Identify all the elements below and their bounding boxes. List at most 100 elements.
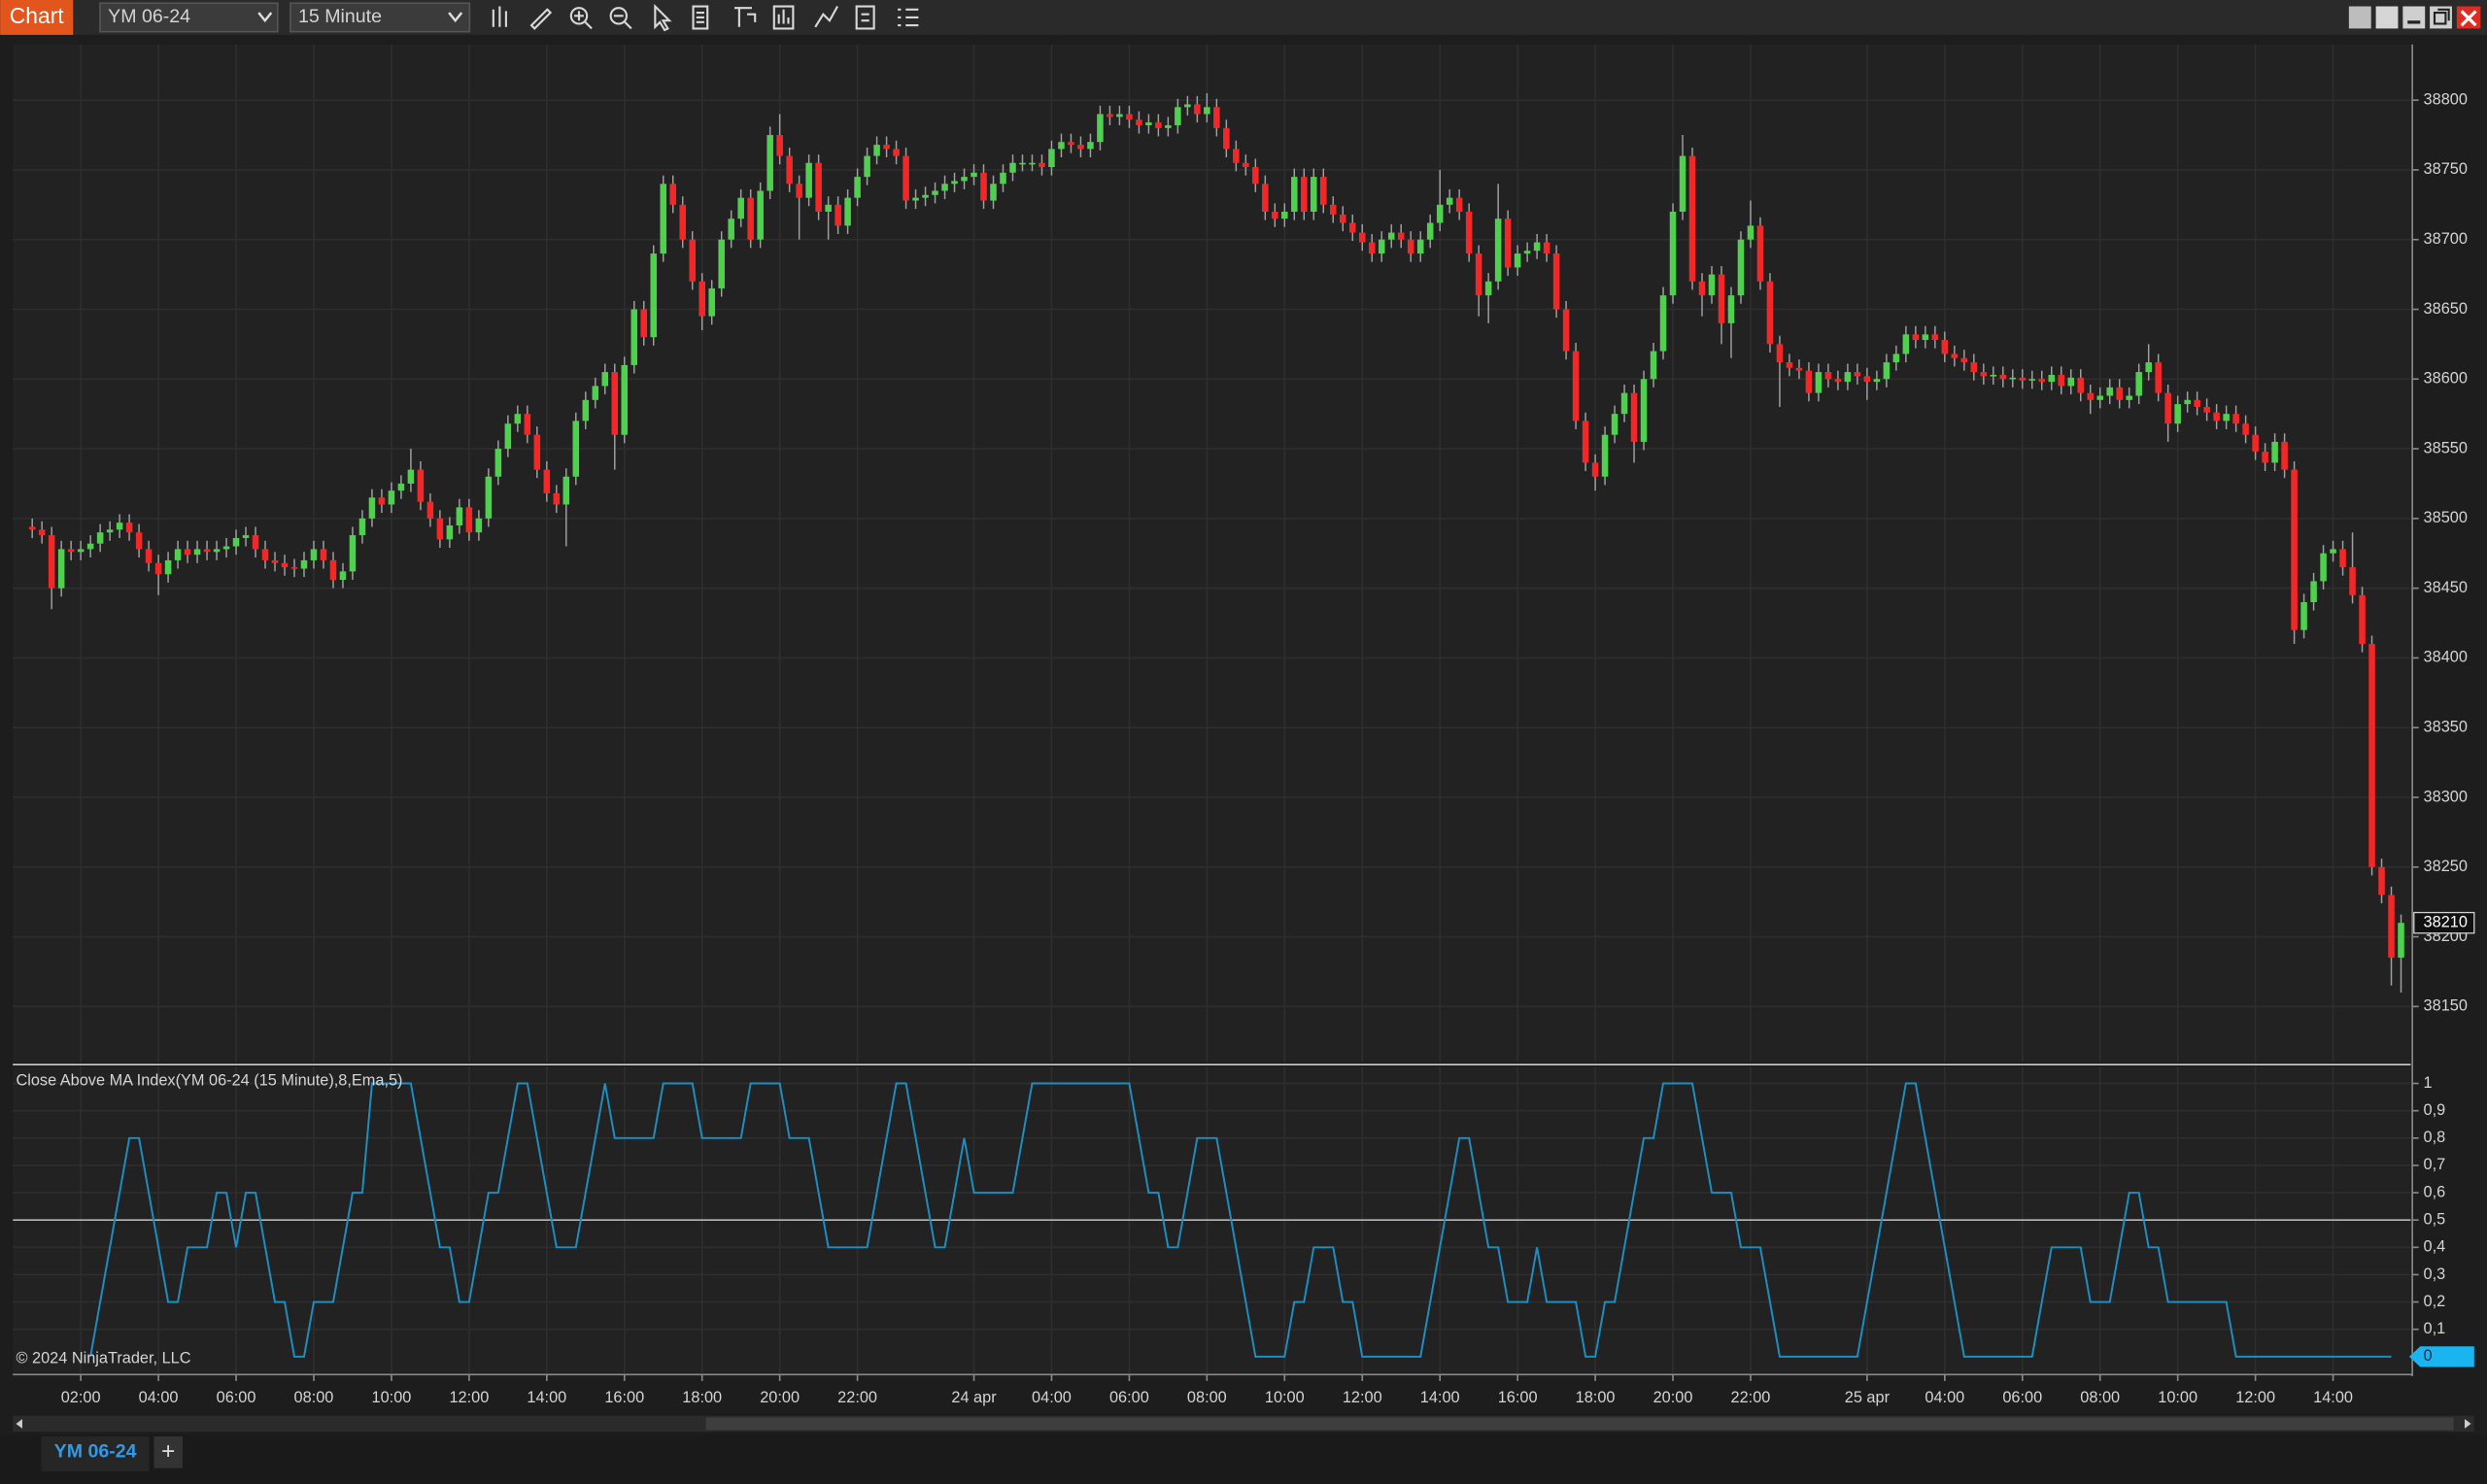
candle-body — [368, 497, 376, 519]
candle-body — [1756, 225, 1764, 282]
candle-body — [300, 559, 308, 569]
candle-body — [582, 399, 590, 422]
y-tick-label: 38450 — [2424, 579, 2468, 596]
candle-body — [1484, 281, 1492, 296]
candle-body — [164, 559, 172, 575]
indicator — [13, 1082, 2411, 1358]
interval-label[interactable]: 15 Minute — [298, 6, 382, 27]
candle-body — [358, 518, 366, 536]
candle-body — [1494, 219, 1502, 282]
candle-body — [1387, 232, 1395, 240]
candle-body — [1815, 372, 1823, 393]
candle-body — [1824, 372, 1832, 380]
minimize-button[interactable] — [2402, 6, 2426, 29]
candle-body — [1029, 162, 1036, 165]
close-glyph — [2460, 10, 2477, 27]
candle-body — [485, 476, 493, 519]
candle-body — [397, 483, 405, 491]
candle-body — [1679, 155, 1686, 212]
candle-body — [1058, 142, 1065, 150]
instrument-tab[interactable] — [41, 1436, 150, 1471]
candle-body — [135, 532, 143, 550]
candle-body — [873, 145, 880, 156]
candle-body — [1737, 239, 1745, 296]
candle-body — [1523, 251, 1531, 254]
candle-body — [222, 546, 230, 550]
y-tick-label: 38250 — [2424, 858, 2468, 875]
instrument-select[interactable] — [99, 2, 279, 33]
x-tick-label: 10:00 — [1265, 1389, 1305, 1406]
window-button[interactable] — [2375, 6, 2399, 29]
candle-body — [2135, 372, 2142, 396]
candle-body — [2028, 379, 2036, 381]
window-buttons[interactable] — [2348, 6, 2481, 29]
dropdown-arrow[interactable] — [448, 12, 463, 23]
x-tick-label: 06:00 — [2002, 1389, 2042, 1406]
candle-body — [1475, 253, 1482, 296]
candle-body — [2087, 392, 2094, 400]
candle-body — [660, 184, 667, 254]
dropdown-arrow[interactable] — [257, 12, 273, 23]
candle-body — [2145, 362, 2152, 373]
chart-tab-label[interactable]: Chart — [10, 3, 65, 28]
chart-tab[interactable] — [0, 0, 74, 35]
candle-body — [1165, 124, 1172, 128]
candle-body — [640, 309, 648, 338]
candle-body — [2281, 441, 2288, 470]
indicator-line — [89, 1082, 2392, 1358]
candle-body — [1233, 149, 1240, 163]
y-tick-label: 38600 — [2424, 370, 2468, 388]
instrument-tab-label[interactable]: YM 06-24 — [54, 1441, 137, 1463]
x-tick-label: 22:00 — [837, 1389, 877, 1406]
candle-body — [1611, 414, 1618, 435]
y-tick-label: 0,8 — [2424, 1129, 2446, 1146]
candle-body — [436, 518, 444, 540]
add-tab-button[interactable] — [153, 1436, 183, 1468]
candle-body — [426, 501, 434, 519]
y-tick-label: 0,5 — [2424, 1211, 2446, 1229]
candle-body — [174, 549, 182, 560]
candle-body — [708, 287, 715, 317]
candle-body — [1640, 379, 1648, 442]
candle-body — [1688, 155, 1696, 282]
candle-body — [1194, 104, 1201, 115]
candle-body — [1698, 281, 1706, 296]
candle-body — [1097, 114, 1104, 143]
candle-body — [261, 549, 269, 560]
candle-body — [2398, 923, 2404, 959]
last-value-box — [2408, 1346, 2474, 1367]
candle-body — [1922, 334, 1929, 341]
candle-body — [1999, 374, 2007, 380]
x-tick-label: 08:00 — [294, 1389, 334, 1406]
candle-body — [1533, 242, 1541, 252]
window-button[interactable] — [2348, 6, 2371, 29]
y-tick-label: 38350 — [2424, 719, 2468, 736]
x-tick-label: 24 apr — [951, 1389, 997, 1406]
instrument-label[interactable]: YM 06-24 — [108, 6, 190, 27]
candle-body — [1175, 107, 1181, 125]
candle-body — [864, 155, 870, 178]
candle-body — [883, 145, 890, 150]
candle-body — [941, 184, 948, 191]
candle-body — [2291, 469, 2298, 630]
toolbar-icons[interactable] — [492, 3, 919, 32]
candle-body — [1136, 119, 1142, 125]
candle-body — [407, 469, 415, 484]
x-tick-label: 20:00 — [760, 1389, 800, 1406]
candle-body — [728, 219, 734, 240]
y-tick-label: 0,3 — [2424, 1265, 2446, 1283]
interval-select[interactable] — [290, 2, 471, 33]
candle-body — [349, 535, 357, 572]
x-tick-label: 14:00 — [1420, 1389, 1460, 1406]
candle-body — [2038, 379, 2046, 383]
candle-body — [2252, 434, 2259, 452]
candle-body — [1552, 253, 1560, 310]
y-tick-label: 0,4 — [2424, 1238, 2446, 1256]
y-tick-label: 38800 — [2424, 90, 2468, 108]
add-tab-label[interactable]: + — [161, 1438, 175, 1465]
candle-body — [1204, 107, 1210, 115]
candle-body — [1990, 374, 1997, 377]
scrollbar-thumb[interactable] — [705, 1417, 2454, 1431]
candle-body — [1465, 211, 1473, 254]
candle-body — [2019, 377, 2027, 381]
